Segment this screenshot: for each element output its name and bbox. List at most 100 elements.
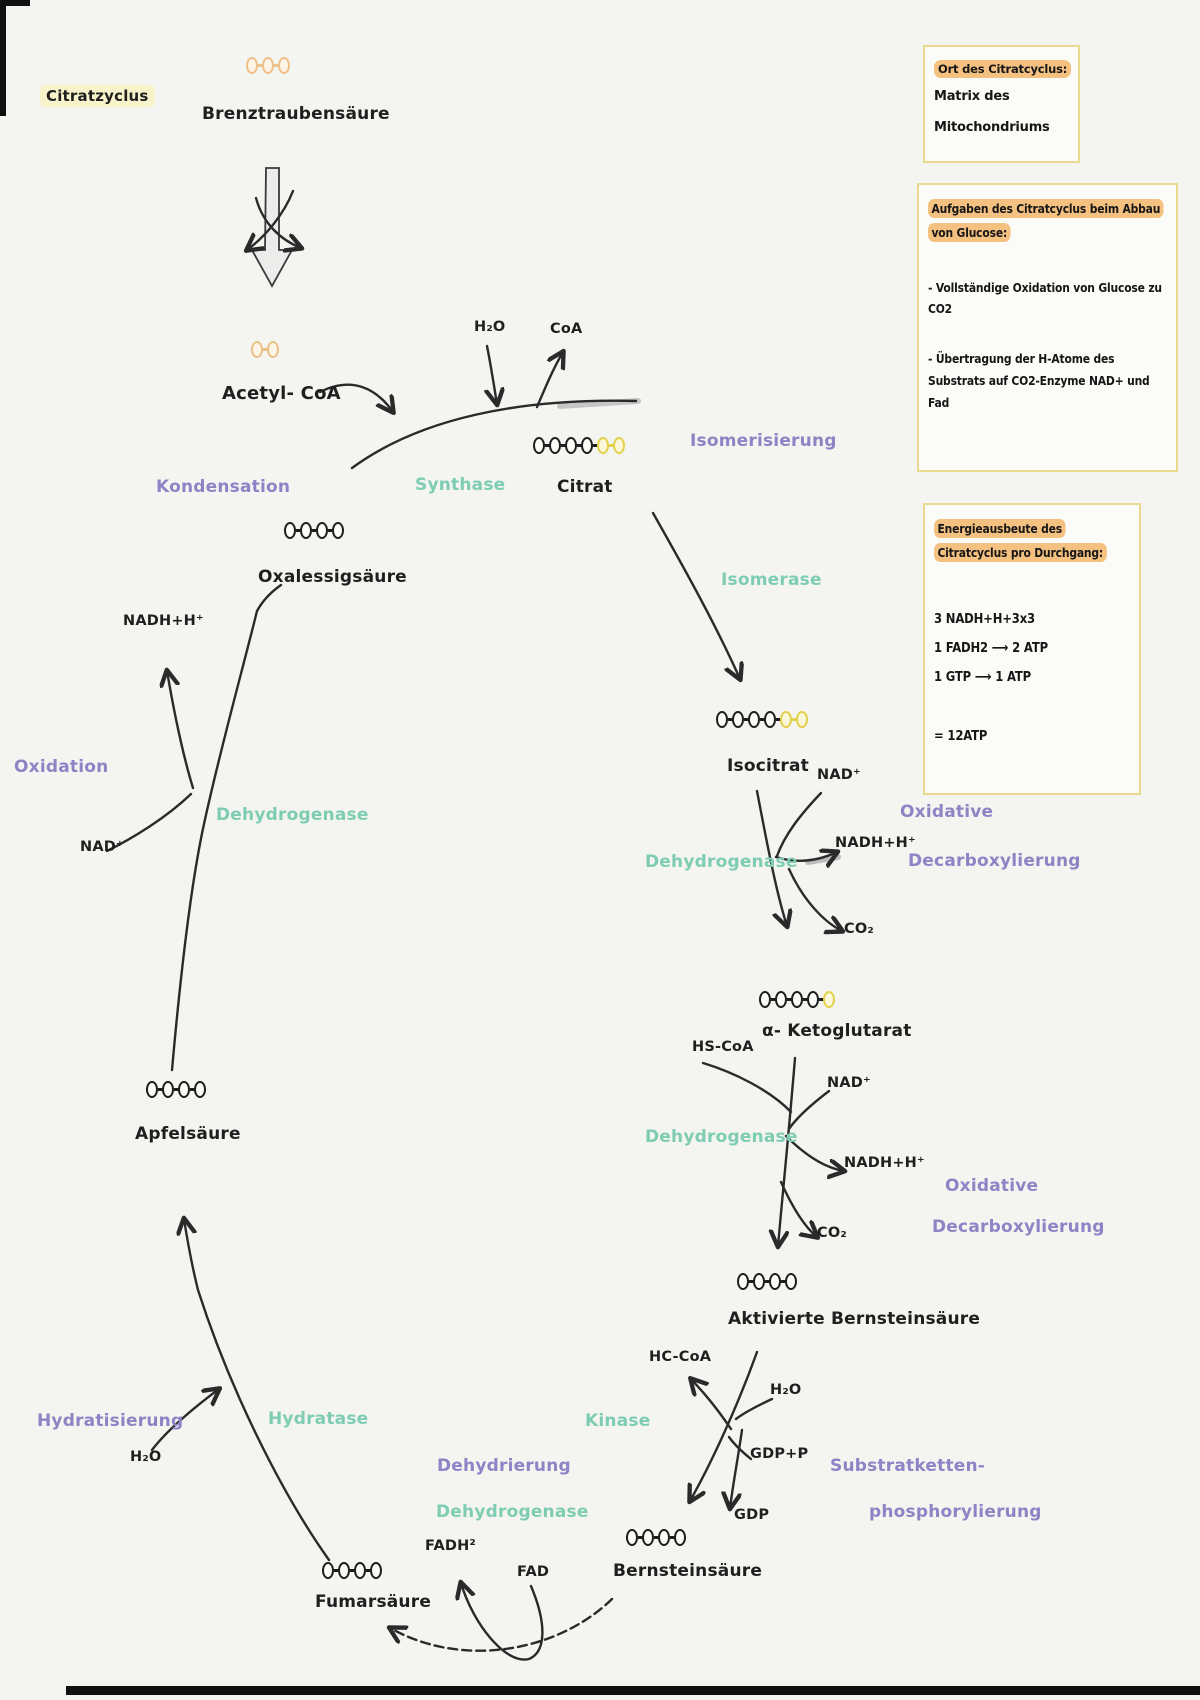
bond [311,529,317,532]
atom-circle [769,1273,781,1290]
label-aepfelsaeure: Apfelsäure [135,1124,241,1144]
bond [157,1088,163,1091]
info-box-energie-title: Energieausbeute des Citratcyclus pro Dur… [934,517,1130,565]
info-box-energie-line3: 1 GTP ⟶ 1 ATP [934,668,1032,685]
label-coa-top: CoA [550,321,583,337]
info-box-aufgaben-title: Aufgaben des Citratcyclus beim Abbau von… [928,197,1166,245]
info-box-ort-line2: Mitochondriums [934,120,1050,136]
info-box-aufgaben-content: Aufgaben des Citratcyclus beim Abbau von… [928,197,1166,414]
atom-circle [642,1529,654,1546]
atom-circle [597,437,609,454]
info-box-energie-content: Energieausbeute des Citratcyclus pro Dur… [934,517,1130,751]
arrow-hscoa-in [701,1061,793,1114]
bond [764,1280,770,1283]
atom-circle [581,437,593,454]
atom-circle [178,1081,190,1098]
arrow-gdpp-in [727,1435,753,1461]
gray-smudge-nadh [805,854,841,865]
bond [759,718,765,721]
atom-circle [267,341,279,358]
bond [770,998,776,1001]
molecule-aktivierte-bernsteinsaeure [737,1273,797,1290]
big-arrow-pyruvate-to-acetyl [250,167,294,288]
bond [786,998,792,1001]
info-box-energie-line1: 3 NADH+H+3x3 [934,610,1035,627]
atom-circle [626,1529,638,1546]
atom-circle [658,1529,670,1546]
label-oxidative-1: Oxidative [900,802,994,822]
bond [653,1536,659,1539]
info-box-ort-line1: Matrix des [934,88,1010,104]
atom-circle [785,1273,797,1290]
label-bernsteinsaeure: Bernsteinsäure [613,1561,763,1581]
atom-circle [613,437,625,454]
molecule-brenztraubensaeure [246,57,290,74]
bond [748,1280,754,1283]
label-h2o-top: H₂O [474,319,506,335]
label-dehydrierung: Dehydrierung [437,1456,571,1476]
molecule-citrat [533,437,625,454]
page-title: Citratzyclus [40,85,155,107]
arrow-h2o-in-right [734,1397,774,1421]
label-isocitrat: Isocitrat [727,756,809,776]
label-nad-left: NAD⁺ [80,839,124,855]
info-box-aufgaben: Aufgaben des Citratcyclus beim Abbau von… [917,183,1178,472]
label-nadh-left: NADH+H⁺ [123,613,204,629]
atom-circle [748,711,760,728]
atom-circle [316,522,328,539]
bond [727,718,733,721]
arrow-byproduct-right [254,196,301,248]
label-kondensation: Kondensation [156,477,291,497]
info-box-aufgaben-title-highlight: Aufgaben des Citratcyclus beim Abbau von… [928,199,1164,242]
label-oxidative-2: Oxidative [945,1176,1039,1196]
atom-circle [753,1273,765,1290]
label-substratketten: Substratketten- [830,1456,986,1476]
label-nad-1: NAD⁺ [817,767,861,783]
label-citrat: Citrat [557,477,613,497]
label-dehydrogenase-left: Dehydrogenase [216,805,369,825]
bond [560,444,566,447]
label-h2o-left: H₂O [130,1449,162,1465]
arrow-gdp-out [730,1428,744,1508]
label-oxalessigsaeure: Oxalessigsäure [258,567,407,587]
label-isomerisierung: Isomerisierung [690,431,837,451]
bond [295,529,301,532]
bond [365,1569,371,1572]
bond [802,998,808,1001]
label-kinase: Kinase [585,1411,651,1431]
label-synthase: Synthase [415,475,506,495]
label-co2-2: CO₂ [817,1225,847,1241]
atom-circle [533,437,545,454]
atom-circle [246,57,258,74]
bottom-divider-bar [66,1686,1200,1695]
label-dehydrogenase-2: Dehydrogenase [645,1127,798,1147]
arrow-coa-out-top [535,352,563,409]
atom-circle [565,437,577,454]
info-box-aufgaben-item1: - Vollständige Oxidation von Glucose zu … [928,279,1162,317]
info-box-ort-title: Ort des Citratcyclus: [934,59,1072,81]
bond [273,64,279,67]
atom-circle [278,57,290,74]
atom-circle [823,991,835,1008]
arrow-fad-fadh [461,1583,544,1661]
atom-circle [251,341,263,358]
arrow-h2o-in-top [487,344,497,404]
page-title-highlight: Citratzyclus [40,85,155,107]
atom-circle [780,711,792,728]
label-fumarsaeure: Fumarsäure [315,1592,432,1612]
atom-circle [370,1562,382,1579]
atom-circle [764,711,776,728]
bond [669,1536,675,1539]
arrow-nadh-out-left [167,671,195,790]
bond [608,444,614,447]
info-box-energie-title-highlight: Energieausbeute des Citratcyclus pro Dur… [934,519,1107,562]
page-edge-mark-top [0,0,30,6]
arc-synthase [350,399,638,470]
label-oxidation: Oxidation [14,757,109,777]
bond [173,1088,179,1091]
label-phosphorylierung: phosphorylierung [869,1502,1042,1522]
atom-circle [759,991,771,1008]
atom-circle [322,1562,334,1579]
label-co2-1: CO₂ [844,921,874,937]
